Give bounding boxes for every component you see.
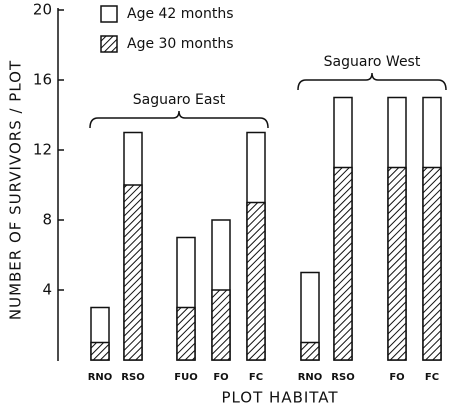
x-tick-label: RNO [298, 372, 323, 383]
y-tick-label: 16 [33, 71, 52, 89]
bar [90, 341, 110, 361]
bar [333, 166, 353, 361]
group-brace [297, 72, 447, 91]
bar [176, 306, 196, 361]
bar [123, 184, 143, 361]
x-tick-label: RNO [88, 372, 113, 383]
legend-swatch [100, 5, 118, 23]
x-axis-label: PLOT HABITAT [221, 389, 338, 407]
x-tick-label: FO [389, 372, 404, 383]
x-tick-label: FUO [174, 372, 197, 383]
y-tick-label: 4 [42, 281, 52, 299]
group-label: Saguaro East [133, 92, 226, 108]
legend-label: Age 42 months [127, 6, 234, 22]
x-tick-label: RSO [331, 372, 354, 383]
bar [246, 201, 266, 361]
x-tick-label: FO [213, 372, 228, 383]
x-tick-label: FC [249, 372, 263, 383]
y-tick-label: 8 [42, 211, 52, 229]
x-tick-label: FC [425, 372, 439, 383]
group-label: Saguaro West [324, 54, 421, 70]
group-brace [89, 110, 269, 129]
bar [387, 166, 407, 361]
legend-swatch [100, 35, 118, 53]
y-axis-label: NUMBER OF SURVIVORS / PLOT [7, 60, 25, 320]
bar [300, 341, 320, 361]
x-tick-label: RSO [121, 372, 144, 383]
legend-label: Age 30 months [127, 36, 234, 52]
bar [422, 166, 442, 361]
y-tick-label: 20 [33, 1, 52, 19]
bar [211, 289, 231, 361]
y-tick-label: 12 [33, 141, 52, 159]
